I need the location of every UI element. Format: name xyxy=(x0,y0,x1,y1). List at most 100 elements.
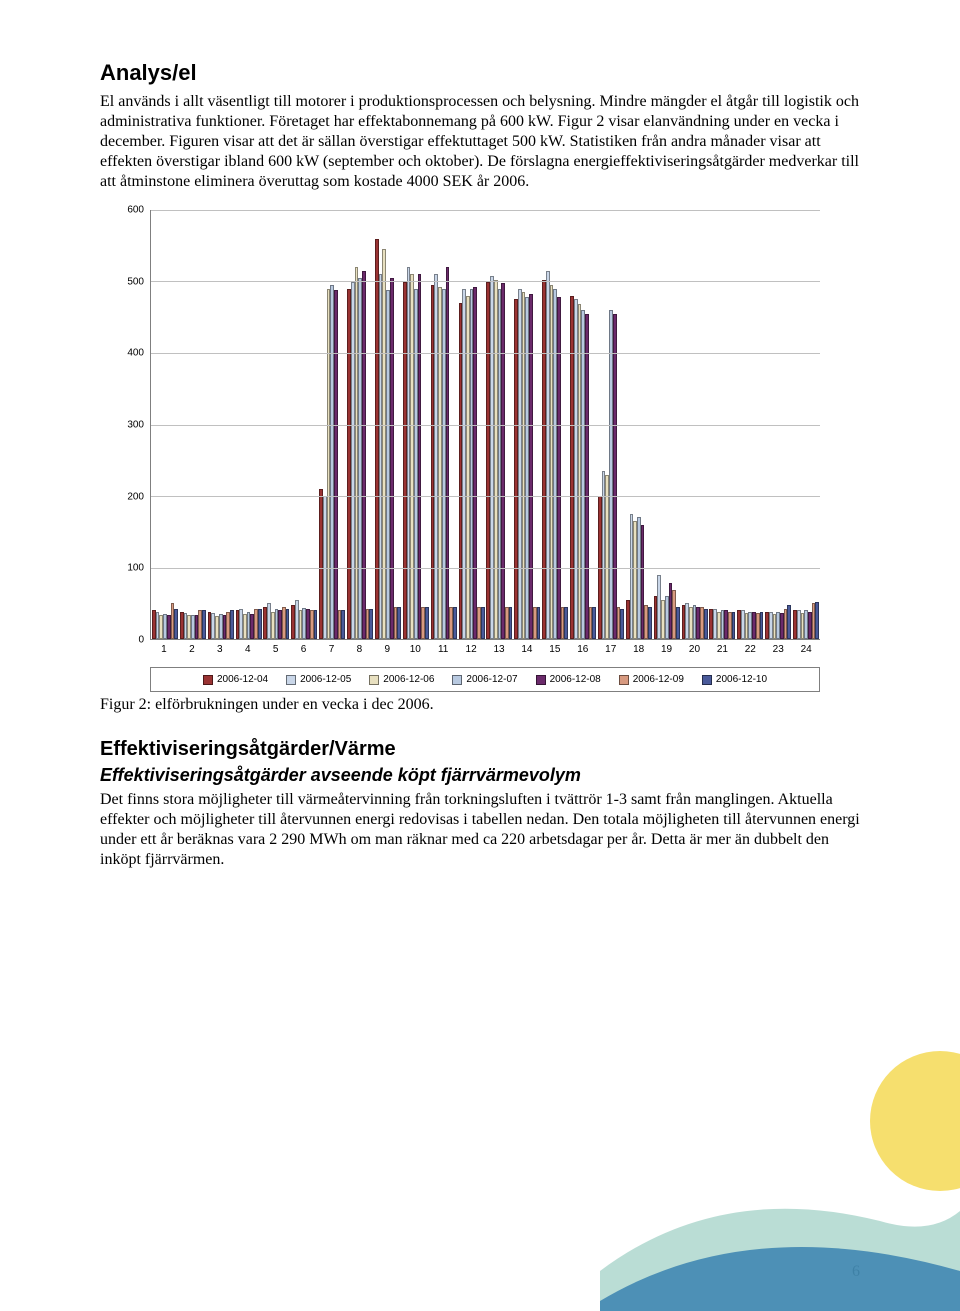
plot-area xyxy=(150,210,820,640)
legend-item: 2006-12-09 xyxy=(619,674,684,685)
x-tick-label: 18 xyxy=(625,640,653,655)
bar xyxy=(390,278,394,639)
bar xyxy=(613,314,617,639)
x-tick-label: 20 xyxy=(681,640,709,655)
subsection-heading: Effektiviseringsåtgärder avseende köpt f… xyxy=(100,765,860,786)
x-tick-label: 14 xyxy=(513,640,541,655)
bar xyxy=(481,607,485,639)
x-tick-label: 12 xyxy=(457,640,485,655)
x-tick-label: 6 xyxy=(290,640,318,655)
bar xyxy=(509,607,513,639)
paragraph-effektivisering: Det finns stora möjligheter till värmeåt… xyxy=(100,790,860,870)
page-number: 6 xyxy=(852,1263,860,1281)
bar-chart: 0100200300400500600 12345678910111213141… xyxy=(120,210,820,692)
y-tick-label: 300 xyxy=(127,420,144,431)
y-tick-label: 100 xyxy=(127,563,144,574)
bar xyxy=(760,612,764,639)
bar xyxy=(397,607,401,639)
x-tick-label: 8 xyxy=(345,640,373,655)
legend-label: 2006-12-05 xyxy=(300,674,351,685)
bar xyxy=(314,610,318,639)
legend-label: 2006-12-08 xyxy=(550,674,601,685)
y-axis: 0100200300400500600 xyxy=(120,210,150,640)
bar xyxy=(418,274,422,639)
x-tick-label: 24 xyxy=(792,640,820,655)
x-tick-label: 4 xyxy=(234,640,262,655)
legend-label: 2006-12-04 xyxy=(217,674,268,685)
legend-label: 2006-12-09 xyxy=(633,674,684,685)
bar xyxy=(592,607,596,639)
x-tick-label: 21 xyxy=(708,640,736,655)
chart-legend: 2006-12-04 2006-12-05 2006-12-06 2006-12-07… xyxy=(150,667,820,692)
legend-swatch xyxy=(536,675,546,685)
legend-item: 2006-12-06 xyxy=(369,674,434,685)
figure-caption: Figur 2: elförbrukningen under en vecka … xyxy=(100,696,860,714)
legend-item: 2006-12-10 xyxy=(702,674,767,685)
bar xyxy=(341,610,345,639)
x-tick-label: 19 xyxy=(653,640,681,655)
bar xyxy=(230,610,234,639)
legend-swatch xyxy=(702,675,712,685)
section-heading-analys: Analys/el xyxy=(100,60,860,86)
legend-swatch xyxy=(369,675,379,685)
bar xyxy=(585,314,589,639)
bar xyxy=(676,607,680,639)
bar xyxy=(557,297,561,639)
legend-swatch xyxy=(203,675,213,685)
legend-item: 2006-12-04 xyxy=(203,674,268,685)
bar xyxy=(425,607,429,639)
bar xyxy=(362,271,366,639)
legend-item: 2006-12-07 xyxy=(452,674,517,685)
bar xyxy=(537,607,541,639)
bar xyxy=(334,290,338,639)
bar xyxy=(620,609,624,639)
legend-item: 2006-12-05 xyxy=(286,674,351,685)
bar xyxy=(564,607,568,639)
x-tick-label: 1 xyxy=(150,640,178,655)
x-tick-label: 9 xyxy=(373,640,401,655)
x-tick-label: 23 xyxy=(764,640,792,655)
x-tick-label: 10 xyxy=(401,640,429,655)
x-tick-label: 22 xyxy=(736,640,764,655)
legend-swatch xyxy=(286,675,296,685)
bar xyxy=(258,609,262,639)
bar xyxy=(704,609,708,639)
x-tick-label: 11 xyxy=(429,640,457,655)
x-tick-label: 13 xyxy=(485,640,513,655)
x-tick-label: 17 xyxy=(597,640,625,655)
bar xyxy=(501,283,505,639)
x-tick-label: 7 xyxy=(318,640,346,655)
x-tick-label: 5 xyxy=(262,640,290,655)
legend-label: 2006-12-07 xyxy=(466,674,517,685)
y-tick-label: 200 xyxy=(127,491,144,502)
bar xyxy=(529,294,533,639)
bar xyxy=(732,612,736,639)
bar xyxy=(787,605,791,639)
background-decoration xyxy=(600,1011,960,1311)
bar xyxy=(453,607,457,639)
section-heading-effektivisering: Effektiviseringsåtgärder/Värme xyxy=(100,738,860,761)
bar xyxy=(473,287,477,639)
bar xyxy=(369,609,373,639)
legend-swatch xyxy=(619,675,629,685)
bar xyxy=(446,267,450,639)
x-tick-label: 2 xyxy=(178,640,206,655)
x-tick-label: 3 xyxy=(206,640,234,655)
bar xyxy=(174,609,178,639)
y-tick-label: 600 xyxy=(127,205,144,216)
paragraph-analys: El används i allt väsentligt till motore… xyxy=(100,92,860,192)
bar xyxy=(202,610,206,639)
x-axis: 123456789101112131415161718192021222324 xyxy=(150,640,820,655)
legend-label: 2006-12-10 xyxy=(716,674,767,685)
y-tick-label: 400 xyxy=(127,348,144,359)
y-tick-label: 0 xyxy=(138,635,144,646)
legend-swatch xyxy=(452,675,462,685)
y-tick-label: 500 xyxy=(127,276,144,287)
x-tick-label: 15 xyxy=(541,640,569,655)
bar xyxy=(815,602,819,639)
x-tick-label: 16 xyxy=(569,640,597,655)
legend-item: 2006-12-08 xyxy=(536,674,601,685)
bar xyxy=(648,607,652,639)
bar xyxy=(286,609,290,639)
legend-label: 2006-12-06 xyxy=(383,674,434,685)
